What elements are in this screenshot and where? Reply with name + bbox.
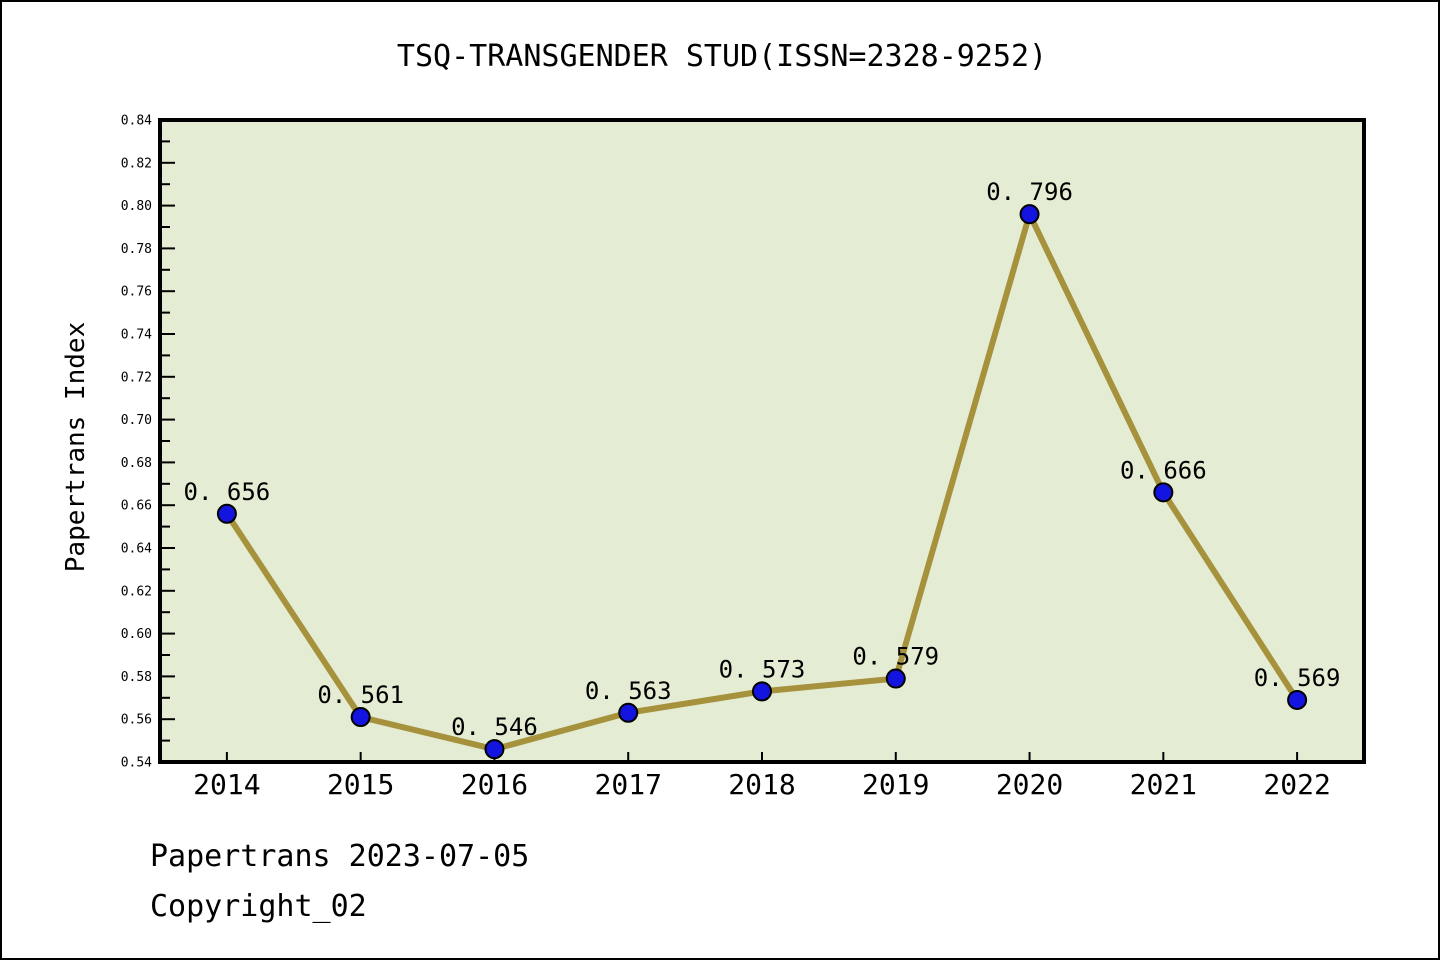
point-value-label: 0. 546 — [451, 713, 538, 741]
x-axis-ticks: 2014 2015 2016 2017 2018 2019 2020 2021 2022 — [193, 752, 1331, 801]
plot-area: 0.54 0.56 0.58 0.60 0.62 0.64 0.66 0.68 0.70 0.72… — [121, 114, 1366, 801]
y-tick-label: 0.74 — [121, 328, 152, 343]
y-tick-label: 0.66 — [121, 499, 152, 514]
data-point — [752, 681, 772, 702]
y-tick-label: 0.58 — [121, 670, 152, 685]
footer-date: Papertrans 2023-07-05 — [150, 839, 529, 874]
x-tick-label: 2021 — [1130, 768, 1197, 801]
data-point — [618, 702, 639, 723]
point-value-label: 0. 563 — [585, 677, 672, 705]
point-value-label: 0. 573 — [719, 655, 806, 683]
y-tick-label: 0.78 — [121, 242, 152, 257]
data-point — [1019, 204, 1040, 225]
y-tick-label: 0.84 — [121, 114, 152, 129]
y-tick-label: 0.68 — [121, 456, 152, 471]
x-tick-label: 2022 — [1263, 768, 1330, 801]
x-tick-label: 2019 — [862, 768, 929, 801]
data-point — [350, 707, 371, 728]
point-value-label: 0. 656 — [184, 478, 271, 506]
y-tick-label: 0.82 — [121, 156, 152, 171]
data-point — [484, 739, 505, 760]
y-tick-label: 0.72 — [121, 370, 152, 385]
x-tick-label: 2014 — [193, 768, 260, 801]
plot-background — [160, 120, 1364, 762]
data-point — [885, 668, 906, 689]
y-axis-ticks: 0.54 0.56 0.58 0.60 0.62 0.64 0.66 0.68 0.70 0.72… — [121, 114, 175, 771]
point-labels: 0. 656 0. 561 0. 546 0. 563 0. 573 0. 579 0. 7… — [184, 178, 1341, 741]
y-axis-label: Papertrans Index — [61, 322, 91, 572]
x-tick-label: 2015 — [327, 768, 394, 801]
data-point — [216, 503, 237, 524]
plot-border — [158, 118, 1366, 764]
y-tick-label: 0.76 — [121, 285, 152, 300]
y-tick-label: 0.80 — [121, 199, 152, 214]
y-tick-label: 0.62 — [121, 584, 152, 599]
y-tick-label: 0.64 — [121, 542, 152, 557]
data-point — [1153, 482, 1174, 503]
point-value-label: 0. 569 — [1254, 664, 1341, 692]
data-point — [1287, 689, 1308, 710]
footer-copyright: Copyright_02 — [150, 889, 367, 924]
y-tick-label: 0.54 — [121, 756, 152, 771]
y-tick-label: 0.70 — [121, 413, 152, 428]
y-tick-label: 0.60 — [121, 627, 152, 642]
x-tick-label: 2017 — [595, 768, 662, 801]
y-tick-label: 0.56 — [121, 713, 152, 728]
x-tick-label: 2018 — [728, 768, 795, 801]
point-value-label: 0. 579 — [852, 643, 939, 671]
data-points — [216, 204, 1308, 760]
point-value-label: 0. 796 — [986, 178, 1073, 206]
x-tick-label: 2016 — [461, 768, 528, 801]
x-tick-label: 2020 — [996, 768, 1063, 801]
chart-title: TSQ-TRANSGENDER STUD(ISSN=2328-9252) — [397, 39, 1047, 74]
point-value-label: 0. 561 — [317, 681, 404, 709]
point-value-label: 0. 666 — [1120, 456, 1207, 484]
